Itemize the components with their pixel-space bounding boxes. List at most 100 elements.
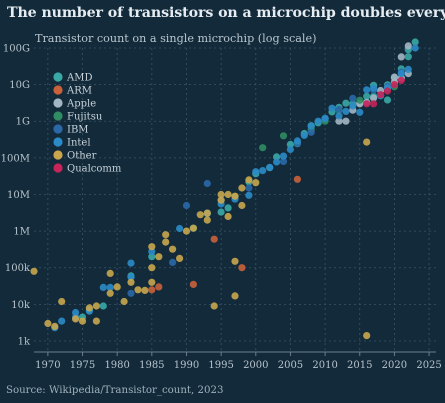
data-point <box>92 302 100 310</box>
x-tick-label: 2005 <box>278 360 303 371</box>
data-point <box>210 302 218 310</box>
data-point <box>162 231 170 239</box>
data-point <box>245 191 253 199</box>
series-intel <box>51 44 419 332</box>
data-point <box>210 235 218 243</box>
data-point <box>148 286 156 294</box>
legend-marker-intel <box>53 137 63 147</box>
legend: AMD ARM Apple Fujitsu IBM Intel Other Qualcomm <box>53 72 122 175</box>
legend-marker-apple <box>53 98 63 108</box>
data-point <box>134 286 142 294</box>
data-point <box>58 297 66 306</box>
data-point <box>182 201 191 210</box>
data-point <box>363 332 371 340</box>
data-point <box>92 317 100 325</box>
data-point <box>377 91 385 99</box>
data-point <box>189 224 197 232</box>
data-point <box>335 112 343 120</box>
data-point <box>182 227 191 235</box>
data-point <box>120 297 128 306</box>
data-point <box>307 122 315 130</box>
series-qualcomm <box>363 76 405 108</box>
y-tick-label: 1G <box>16 117 30 128</box>
x-tick-label: 2015 <box>347 360 372 371</box>
y-tick-label: 1k <box>18 336 31 347</box>
data-point <box>155 253 163 261</box>
x-tick-label: 1980 <box>104 360 129 371</box>
data-point <box>404 42 412 50</box>
legend-marker-arm <box>53 85 63 95</box>
data-point <box>349 94 357 102</box>
data-point <box>238 264 246 272</box>
data-point <box>397 53 405 61</box>
data-point <box>148 264 156 272</box>
data-point <box>286 145 294 154</box>
data-point <box>203 179 211 188</box>
y-axis-ticks: 1k 10k 100k 1M 10M 100M 1G 10G 100G <box>1 44 31 348</box>
data-point <box>58 317 66 325</box>
series-other <box>30 138 371 340</box>
data-point <box>113 283 121 291</box>
data-point <box>397 70 405 78</box>
data-point <box>293 175 301 183</box>
data-point <box>356 108 364 116</box>
data-point <box>231 292 239 300</box>
data-point <box>286 140 294 148</box>
data-point <box>245 184 253 192</box>
data-point <box>72 308 80 317</box>
data-point <box>342 99 350 107</box>
data-point <box>273 153 281 161</box>
chart-title: The number of transistors on a microchip… <box>7 5 445 21</box>
data-point <box>44 319 52 328</box>
data-point <box>217 208 225 216</box>
data-point <box>273 158 281 166</box>
data-point <box>252 179 260 187</box>
data-point <box>279 132 288 140</box>
data-point <box>203 209 211 217</box>
data-point <box>51 322 59 330</box>
data-point <box>85 304 93 312</box>
data-point <box>169 245 177 253</box>
data-point <box>169 258 177 266</box>
data-point <box>245 176 253 184</box>
x-tick-label: 1975 <box>70 360 95 371</box>
legend-label: Apple <box>66 99 96 110</box>
data-point <box>30 267 38 275</box>
legend-marker-other <box>53 150 63 160</box>
x-tick-label: 1995 <box>208 360 233 371</box>
data-point <box>335 117 343 125</box>
data-point <box>279 152 288 160</box>
source-note: Source: Wikipedia/Transistor_count, 2023 <box>6 385 224 396</box>
data-point <box>217 190 225 199</box>
data-point <box>238 201 246 210</box>
data-point <box>238 184 246 192</box>
data-point <box>397 76 405 84</box>
legend-label: AMD <box>66 73 92 84</box>
data-point <box>404 65 412 73</box>
series-fujitsu <box>259 83 398 152</box>
data-point <box>231 257 239 265</box>
data-point <box>196 211 204 219</box>
gridlines <box>34 47 436 352</box>
data-point <box>314 117 322 125</box>
data-point <box>390 81 398 89</box>
legend-label: Other <box>67 151 97 162</box>
legend-marker-qualcomm <box>53 163 63 173</box>
legend-label: ARM <box>66 86 92 97</box>
data-point <box>224 212 232 221</box>
data-point <box>203 216 211 224</box>
data-point <box>252 168 260 176</box>
data-point <box>106 269 114 277</box>
legend-marker-fujitsu <box>53 111 63 121</box>
data-point <box>356 96 364 104</box>
data-point <box>349 102 357 110</box>
data-point <box>141 286 149 294</box>
data-point <box>328 104 336 112</box>
y-tick-label: 1M <box>13 227 30 238</box>
data-point <box>148 243 156 251</box>
data-point <box>266 163 274 171</box>
legend-label: Fujitsu <box>67 112 103 123</box>
data-point <box>106 283 114 291</box>
data-point <box>127 278 135 286</box>
